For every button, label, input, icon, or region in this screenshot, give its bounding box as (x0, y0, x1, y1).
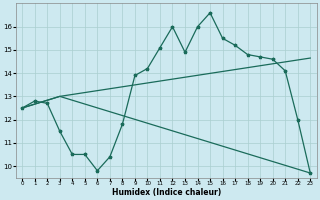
X-axis label: Humidex (Indice chaleur): Humidex (Indice chaleur) (112, 188, 221, 197)
